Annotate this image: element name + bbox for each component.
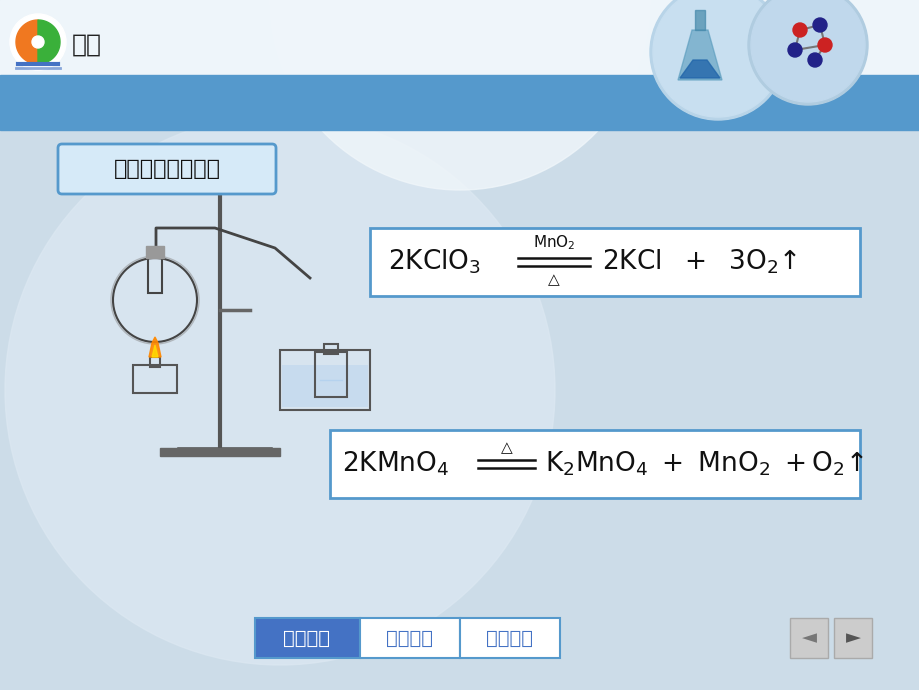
FancyBboxPatch shape [369,228,859,296]
Polygon shape [152,345,158,357]
Bar [0,0,919,95]
Bar [150,357,160,367]
Text: $\mathregular{2KMnO_4}$: $\mathregular{2KMnO_4}$ [342,450,448,478]
Bar [146,246,164,258]
Text: $\mathregular{2KClO_3}$: $\mathregular{2KClO_3}$ [388,248,481,276]
FancyBboxPatch shape [359,618,460,658]
Circle shape [747,0,867,105]
FancyBboxPatch shape [330,430,859,498]
Circle shape [788,43,801,57]
Circle shape [817,38,831,52]
Bar [323,344,337,354]
Polygon shape [16,20,38,64]
FancyBboxPatch shape [255,618,359,658]
Text: $\mathregular{2KCl\ \ +\ \ 3O_2}$↑: $\mathregular{2KCl\ \ +\ \ 3O_2}$↑ [601,248,797,276]
Circle shape [750,0,864,102]
Bar [160,448,279,456]
Polygon shape [694,10,704,30]
Text: 优教: 优教 [72,33,102,57]
Text: MnO$_2$: MnO$_2$ [532,233,574,252]
Circle shape [32,36,44,48]
Text: 经典例题: 经典例题 [386,629,433,647]
Text: △: △ [548,272,560,287]
Circle shape [269,0,650,190]
Bar [282,365,368,407]
Circle shape [807,53,821,67]
Circle shape [10,14,66,70]
Circle shape [650,0,785,120]
Polygon shape [149,337,161,357]
Circle shape [5,115,554,665]
Text: 新知学习: 新知学习 [283,629,330,647]
Bar [0,75,919,130]
Bar [314,352,346,397]
Circle shape [652,0,782,117]
Text: $\mathregular{K_2MnO_4\ +\ MnO_2\ +O_2}$↑: $\mathregular{K_2MnO_4\ +\ MnO_2\ +O_2}$… [544,450,863,478]
Polygon shape [679,60,720,78]
Polygon shape [677,30,721,80]
FancyBboxPatch shape [58,144,276,194]
Circle shape [812,18,826,32]
Text: ◄: ◄ [800,629,816,647]
Bar [279,350,369,410]
Text: ►: ► [845,629,859,647]
Polygon shape [38,20,60,64]
FancyBboxPatch shape [789,618,827,658]
Circle shape [792,23,806,37]
FancyBboxPatch shape [460,618,560,658]
Text: 知能训练: 知能训练 [486,629,533,647]
FancyBboxPatch shape [834,618,871,658]
Text: 氧气的实验室制法: 氧气的实验室制法 [113,159,221,179]
Bar [133,365,176,393]
Text: △: △ [500,440,512,455]
